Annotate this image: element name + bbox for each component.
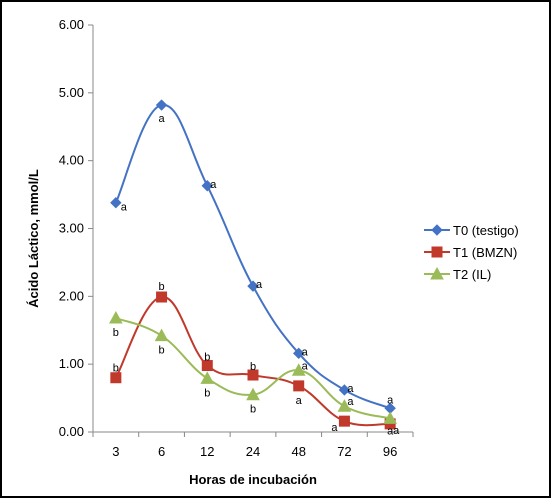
y-tick-label: 0.00 [59, 424, 84, 439]
point-label: b [113, 327, 119, 339]
x-tick-label: 6 [158, 444, 165, 459]
data-point [109, 310, 123, 324]
data-point [246, 387, 260, 401]
x-tick-label: 48 [291, 444, 305, 459]
point-label: b [113, 363, 119, 375]
point-label: a [347, 396, 354, 408]
point-label: a [347, 383, 354, 395]
data-point [383, 411, 397, 424]
point-label: a [296, 395, 303, 407]
point-label: b [250, 404, 256, 416]
data-point [247, 280, 259, 292]
legend-label: T0 (testigo) [453, 223, 519, 238]
legend-label: T1 (BMZN) [453, 245, 517, 260]
point-label: a [159, 113, 166, 125]
point-label: a [121, 202, 128, 214]
data-point [110, 372, 122, 384]
point-label: b [204, 387, 210, 399]
data-point [247, 369, 259, 381]
data-point [201, 180, 213, 192]
x-tick-label: 3 [112, 444, 119, 459]
legend-swatch-marker [431, 246, 443, 258]
x-tick-label: 24 [246, 444, 260, 459]
legend-item: T0 (testigo) [424, 223, 519, 238]
point-label: a [393, 425, 400, 437]
data-point [110, 197, 122, 209]
legend-item: T1 (BMZN) [424, 245, 517, 260]
data-point [293, 380, 305, 392]
legend-swatch-marker [430, 266, 444, 280]
legend-label: T2 (IL) [453, 267, 491, 282]
point-label: b [204, 352, 210, 364]
point-label: a [302, 346, 309, 358]
y-tick-label: 1.00 [59, 356, 84, 371]
point-label: a [387, 425, 394, 437]
point-label: a [256, 279, 263, 291]
y-tick-label: 3.00 [59, 221, 84, 236]
x-tick-label: 96 [383, 444, 397, 459]
x-tick-label: 72 [337, 444, 351, 459]
data-point [291, 363, 306, 376]
y-tick-label: 2.00 [59, 288, 84, 303]
series-1 [110, 99, 396, 414]
point-label: a [331, 422, 338, 434]
data-point [201, 360, 213, 372]
legend-item: T2 (IL) [424, 266, 491, 282]
y-axis-title: Ácido Láctico, mmol/L [26, 169, 41, 308]
legend: T0 (testigo) T1 (BMZN) T2 (IL) [424, 223, 519, 282]
data-point [154, 328, 169, 342]
point-label: b [250, 361, 256, 373]
axes: 0.00 1.00 2.00 3.00 4.00 5.00 6.00 3 6 12 24 48 72 96 [59, 17, 414, 459]
data-point [156, 291, 168, 303]
series-3 [109, 310, 397, 424]
data-point [155, 99, 168, 111]
x-axis-title: Horas de incubación [189, 472, 317, 487]
y-tick-label: 5.00 [59, 85, 84, 100]
data-point [338, 384, 351, 396]
data-point [293, 347, 305, 360]
legend-swatch-marker [431, 224, 443, 236]
data-point [200, 371, 215, 384]
data-point [337, 399, 352, 412]
series-layer [109, 99, 397, 430]
data-point [338, 415, 350, 427]
y-tick-label: 4.00 [59, 153, 84, 168]
y-tick-label: 6.00 [59, 17, 84, 32]
point-label: a [302, 360, 309, 372]
point-label: b [159, 281, 165, 293]
point-label: b [159, 345, 165, 357]
point-label: a [210, 179, 217, 191]
point-label: a [387, 394, 394, 406]
x-tick-label: 12 [200, 444, 214, 459]
